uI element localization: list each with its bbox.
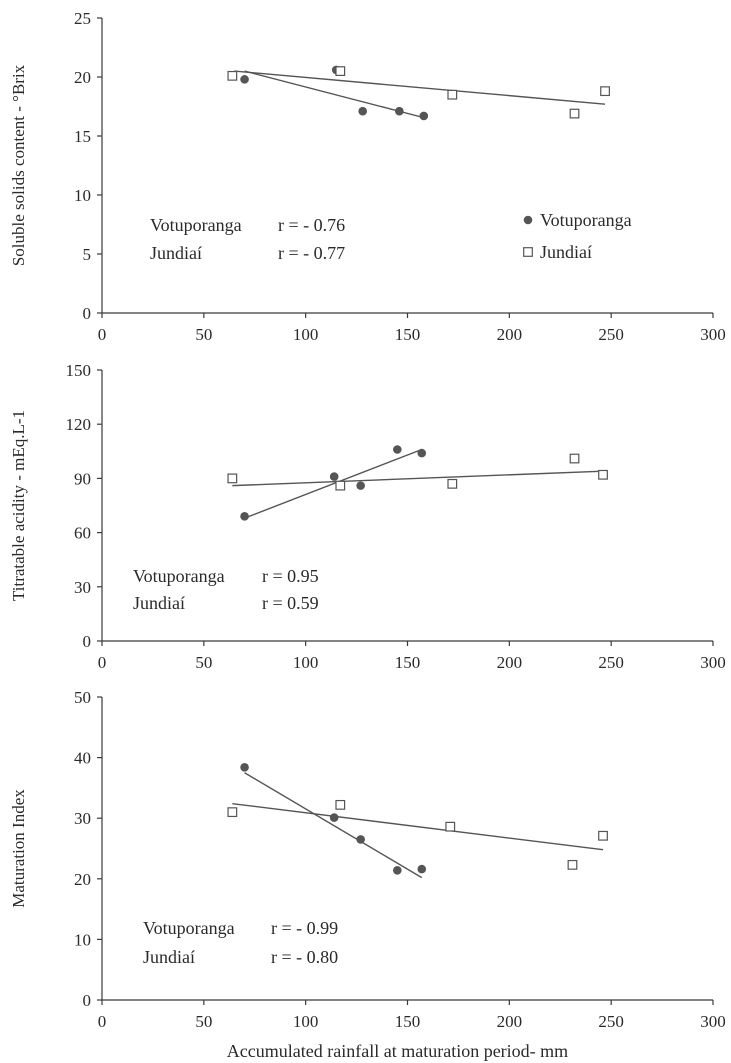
- x-axis-label: Accumulated rainfall at maturation perio…: [227, 1041, 568, 1061]
- data-point-jundiai: [445, 821, 456, 832]
- trendline-jundia: [232, 470, 604, 487]
- trendline-votuporanga: [244, 448, 423, 519]
- data-point-votuporanga: [356, 481, 365, 490]
- data-point-votuporanga: [393, 866, 402, 875]
- legend-entry-label: Jundiaí: [540, 242, 592, 262]
- y-tick-label: 0: [83, 632, 92, 651]
- trendline-votuporanga: [244, 772, 423, 879]
- data-point-votuporanga: [417, 448, 427, 458]
- annotation-site-label: Votuporanga: [143, 918, 235, 938]
- x-tick-label: 250: [598, 325, 624, 344]
- data-point-jundiai: [335, 799, 346, 810]
- annotation-site-label: Votuporanga: [150, 215, 242, 235]
- data-point-votuporanga: [419, 111, 429, 121]
- x-tick-label: 50: [195, 325, 212, 344]
- annotation-r-value: r = - 0.99: [271, 918, 338, 938]
- y-tick-label: 0: [83, 991, 92, 1010]
- y-tick-label: 20: [74, 68, 91, 87]
- x-tick-label: 50: [195, 653, 212, 672]
- y-tick-label: 40: [74, 749, 91, 768]
- trendline-votuporanga: [244, 70, 422, 118]
- x-tick-label: 100: [293, 653, 319, 672]
- data-point-jundiai: [598, 830, 608, 841]
- x-tick-label: 200: [497, 1012, 523, 1031]
- legend-marker-jundiai: [523, 247, 533, 257]
- data-point-jundiai: [600, 86, 610, 97]
- data-point-jundiai: [335, 480, 346, 491]
- y-axis-label: Titratable acidity - mEq.L-1: [9, 410, 28, 601]
- data-point-jundiai: [227, 473, 238, 484]
- data-point-votuporanga: [393, 445, 402, 454]
- data-point-jundiai: [335, 66, 346, 77]
- y-tick-label: 30: [74, 578, 91, 597]
- x-tick-label: 200: [497, 325, 523, 344]
- x-tick-label: 50: [195, 1012, 212, 1031]
- data-point-jundiai: [227, 70, 238, 81]
- data-point-jundiai: [447, 89, 458, 100]
- data-point-jundiai: [447, 478, 458, 489]
- x-tick-label: 150: [395, 325, 421, 344]
- data-point-votuporanga: [329, 472, 339, 481]
- y-tick-label: 10: [74, 186, 91, 205]
- y-tick-label: 0: [83, 304, 92, 323]
- x-tick-label: 0: [98, 325, 107, 344]
- annotation-site-label: Jundiaí: [133, 593, 185, 613]
- y-tick-label: 150: [66, 361, 92, 380]
- data-point-votuporanga: [240, 512, 249, 521]
- trendline-jundia: [232, 802, 604, 851]
- data-point-votuporanga: [356, 835, 365, 844]
- annotation-r-value: r = - 0.77: [278, 243, 345, 263]
- y-tick-label: 20: [74, 870, 91, 889]
- annotation-site-label: Jundiaí: [150, 243, 202, 263]
- data-point-jundiai: [569, 453, 580, 464]
- data-point-jundiai: [227, 807, 238, 818]
- annotation-r-value: r = - 0.76: [278, 215, 345, 235]
- x-tick-label: 0: [98, 1012, 107, 1031]
- y-tick-label: 90: [74, 469, 91, 488]
- x-tick-label: 250: [598, 653, 624, 672]
- y-tick-label: 120: [66, 415, 92, 434]
- y-tick-label: 10: [74, 930, 91, 949]
- annotation-site-label: Votuporanga: [133, 566, 225, 586]
- data-point-votuporanga: [358, 106, 367, 116]
- annotation-r-value: r = - 0.80: [271, 947, 338, 967]
- y-axis-label: Maturation Index: [9, 789, 28, 908]
- x-tick-label: 300: [700, 653, 726, 672]
- legend-entry-label: Votuporanga: [540, 210, 632, 230]
- legend-marker-votuporanga: [523, 215, 533, 225]
- trendline-jundia: [234, 70, 606, 105]
- data-point-votuporanga: [240, 762, 249, 772]
- x-tick-label: 100: [293, 1012, 319, 1031]
- data-point-votuporanga: [395, 106, 404, 116]
- annotation-r-value: r = 0.95: [262, 566, 319, 586]
- data-point-votuporanga: [240, 75, 249, 84]
- data-point-jundiai: [569, 108, 580, 119]
- x-tick-label: 300: [700, 1012, 726, 1031]
- data-point-jundiai: [567, 859, 578, 870]
- chart-panel-2: 0 30 60 90 120 150 0 50 100 150 200 250 300 Titratabl…: [9, 361, 726, 672]
- x-tick-label: 300: [700, 325, 726, 344]
- data-point-votuporanga: [329, 813, 339, 822]
- x-tick-label: 0: [98, 653, 107, 672]
- y-tick-label: 5: [83, 245, 92, 264]
- y-tick-label: 50: [74, 688, 91, 707]
- x-tick-label: 250: [598, 1012, 624, 1031]
- data-point-votuporanga: [417, 864, 427, 874]
- annotation-site-label: Jundiaí: [143, 947, 195, 967]
- x-tick-label: 150: [395, 1012, 421, 1031]
- y-tick-label: 30: [74, 809, 91, 828]
- data-point-jundiai: [598, 469, 608, 480]
- y-tick-label: 25: [74, 9, 91, 28]
- x-tick-label: 150: [395, 653, 421, 672]
- annotation-r-value: r = 0.59: [262, 593, 319, 613]
- y-tick-label: 60: [74, 524, 91, 543]
- y-axis-label: Soluble solids content - °Brix: [9, 64, 28, 266]
- y-tick-label: 15: [74, 127, 91, 146]
- x-tick-label: 200: [497, 653, 523, 672]
- chart-panel-3: 0 10 20 30 40 50 0 50 100 150 200 250 300 Maturation …: [9, 688, 726, 1061]
- x-tick-label: 100: [293, 325, 319, 344]
